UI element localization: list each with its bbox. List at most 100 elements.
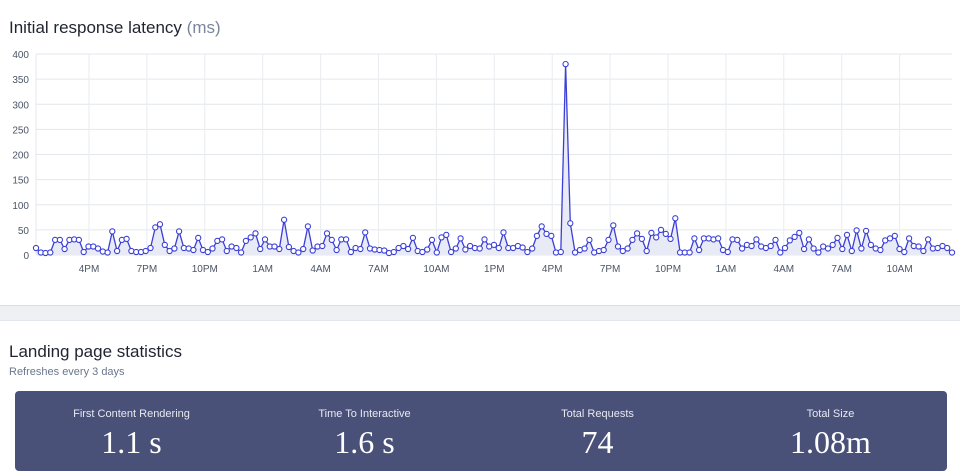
- data-point: [715, 235, 722, 242]
- stat-label: Total Size: [806, 408, 855, 420]
- data-point: [653, 234, 660, 241]
- section-divider: [0, 305, 960, 321]
- data-point: [424, 246, 431, 253]
- x-tick-label: 4AM: [774, 264, 795, 275]
- data-point: [156, 221, 164, 228]
- data-point: [462, 246, 469, 253]
- stat-label: Time To Interactive: [318, 408, 411, 420]
- data-point: [648, 229, 655, 237]
- data-point: [109, 228, 116, 235]
- data-point: [748, 242, 755, 250]
- data-point: [915, 243, 922, 250]
- data-point: [848, 247, 855, 255]
- data-point: [75, 236, 83, 244]
- data-point: [204, 248, 211, 256]
- y-tick-label: 50: [18, 226, 30, 237]
- data-point: [80, 248, 87, 256]
- latency-chart-svg[interactable]: 0 50 100 150 200 250 300 350 400 4PM 7PM 10PM 1AM 4AM…: [0, 44, 960, 280]
- stat-time-to-interactive: Time To Interactive 1.6 s: [248, 391, 481, 471]
- data-point: [944, 244, 951, 252]
- data-point: [614, 243, 622, 250]
- data-point: [218, 236, 226, 243]
- x-tick-label: 4PM: [542, 264, 563, 275]
- data-point: [633, 230, 641, 237]
- stat-value: 1.1 s: [101, 424, 162, 460]
- data-point: [843, 231, 851, 239]
- data-point: [362, 229, 369, 236]
- data-point: [333, 246, 340, 254]
- data-point: [519, 244, 526, 251]
- data-point: [195, 234, 202, 242]
- stat-value: 1.08m: [790, 424, 871, 460]
- data-point: [867, 241, 875, 249]
- stat-total-size: Total Size 1.08m: [714, 391, 947, 471]
- data-point: [724, 248, 731, 256]
- data-point: [104, 249, 111, 256]
- data-point: [901, 248, 908, 256]
- data-point: [538, 223, 545, 230]
- y-tick-label: 250: [12, 125, 29, 136]
- data-point: [629, 236, 636, 244]
- data-point: [261, 236, 269, 243]
- x-tick-label: 10AM: [423, 264, 449, 275]
- data-point: [605, 236, 612, 244]
- data-point: [920, 247, 927, 255]
- data-point: [400, 242, 407, 250]
- data-point: [571, 249, 579, 256]
- x-tick-label: 1PM: [484, 264, 505, 275]
- x-tick-label: 10PM: [192, 264, 218, 275]
- data-point: [600, 246, 607, 254]
- x-tick-label: 7AM: [368, 264, 389, 275]
- data-point: [796, 229, 803, 237]
- data-point: [777, 249, 784, 256]
- stat-label: First Content Rendering: [73, 408, 190, 420]
- data-point: [481, 236, 488, 243]
- x-tick-label: 10PM: [655, 264, 681, 275]
- data-point: [419, 248, 426, 256]
- latency-chart[interactable]: 0 50 100 150 200 250 300 350 400 4PM 7PM 10PM 1AM 4AM…: [0, 44, 960, 280]
- data-point: [433, 249, 440, 256]
- data-point: [891, 232, 898, 240]
- data-point: [877, 246, 884, 254]
- data-point: [524, 248, 531, 256]
- data-point: [285, 243, 293, 251]
- data-point: [800, 245, 808, 253]
- data-point: [147, 244, 154, 252]
- data-point: [738, 245, 746, 252]
- stat-label: Total Requests: [561, 408, 634, 420]
- data-point: [805, 236, 813, 243]
- data-point: [175, 228, 183, 235]
- data-point: [252, 230, 259, 237]
- data-point: [533, 232, 541, 240]
- y-tick-label: 100: [12, 201, 29, 212]
- y-tick-label: 300: [12, 100, 29, 111]
- data-point: [767, 242, 774, 250]
- data-point: [304, 223, 312, 230]
- data-point: [734, 236, 741, 244]
- data-point: [237, 249, 245, 256]
- data-point: [390, 248, 397, 256]
- data-point: [323, 230, 331, 237]
- data-point: [295, 249, 302, 256]
- data-point: [824, 245, 832, 252]
- data-point: [381, 247, 388, 254]
- x-tick-label: 1AM: [716, 264, 737, 275]
- data-point: [686, 249, 693, 256]
- stat-value: 1.6 s: [334, 424, 395, 460]
- data-point: [567, 220, 574, 227]
- data-point: [815, 249, 822, 256]
- data-point: [586, 236, 593, 244]
- data-point: [829, 241, 836, 249]
- x-tick-label: 4AM: [310, 264, 331, 275]
- data-point: [276, 245, 283, 253]
- x-tick-label: 7PM: [600, 264, 621, 275]
- data-point: [581, 245, 588, 252]
- data-point: [280, 216, 288, 223]
- data-point: [500, 229, 507, 236]
- y-tick-label: 200: [12, 151, 29, 162]
- data-point: [409, 234, 417, 242]
- data-point: [113, 247, 121, 255]
- data-point: [667, 235, 674, 243]
- data-point: [438, 234, 445, 241]
- data-point: [223, 247, 230, 255]
